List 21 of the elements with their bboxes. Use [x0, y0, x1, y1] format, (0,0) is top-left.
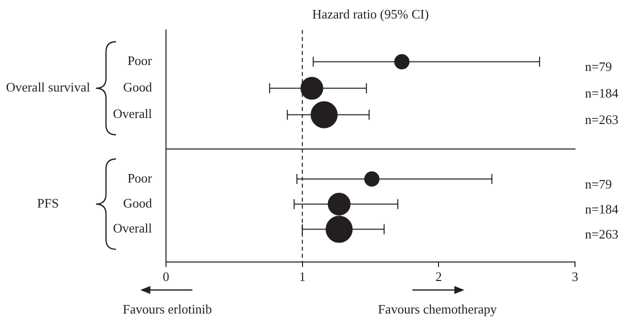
text: n=263: [585, 226, 618, 242]
text: Favours chemotherapy: [378, 301, 498, 316]
y-tick-label: Overall: [113, 220, 152, 236]
y-tick-label: Poor: [127, 53, 153, 68]
chart-title: Hazard ratio (95% CI): [312, 6, 429, 22]
text: n=184: [585, 202, 619, 217]
text: Overall survival: [6, 80, 90, 95]
x-tick-label: 3: [572, 269, 578, 284]
y-tick-label: Overall: [113, 106, 152, 122]
y-tick-label: Good: [123, 196, 152, 211]
x-tick-label: 1: [299, 269, 306, 284]
text: n=184: [585, 86, 619, 101]
x-tick-label: 0: [162, 269, 170, 284]
x-tick-label: 2: [435, 269, 442, 284]
y-tick-label: Good: [123, 80, 152, 95]
text: n=79: [585, 59, 612, 74]
text: n=263: [585, 112, 618, 128]
text: n=79: [585, 176, 612, 192]
text: Favours erlotinib: [122, 301, 212, 316]
text: PFS: [37, 196, 59, 211]
y-tick-label: Poor: [127, 170, 153, 186]
